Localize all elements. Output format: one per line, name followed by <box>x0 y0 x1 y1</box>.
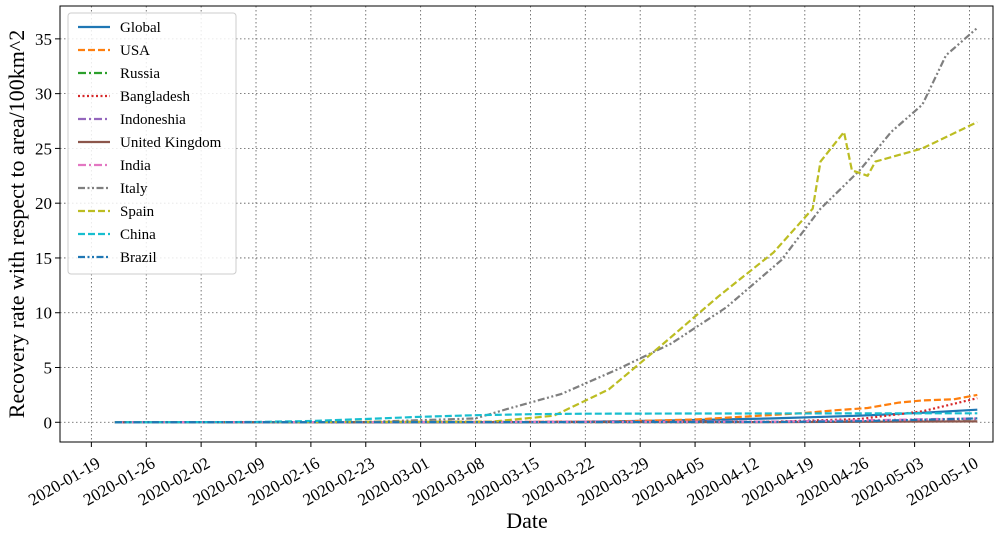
legend-label: Brazil <box>120 250 157 266</box>
y-tick-label: 10 <box>35 304 52 323</box>
y-axis-ticks: 0 5 10 15 20 25 30 35 <box>35 30 60 432</box>
legend-label: Italy <box>120 181 148 197</box>
legend-label: Bangladesh <box>120 89 190 105</box>
legend-label: United Kingdom <box>120 135 222 151</box>
y-tick-label: 5 <box>44 359 53 378</box>
y-tick-label: 35 <box>35 30 52 49</box>
x-axis-label: Date <box>506 508 548 533</box>
legend-label: Indoneshia <box>120 112 186 128</box>
legend-box <box>67 12 237 275</box>
y-tick-label: 25 <box>35 139 52 158</box>
series-line-spain <box>114 121 978 424</box>
legend-label: Global <box>120 20 161 36</box>
y-tick-label: 30 <box>35 85 52 104</box>
legend-label: India <box>120 158 151 174</box>
series-line-usa <box>114 393 978 424</box>
series-line-brazil <box>114 417 978 424</box>
legend-label: Russia <box>120 66 160 82</box>
legend-label: China <box>120 227 156 243</box>
x-axis-ticks: 2020-01-192020-01-262020-02-022020-02-09… <box>25 442 981 510</box>
legend-label: USA <box>120 43 150 59</box>
legend: Global USA Russia Bangladesh Indoneshia Unite… <box>67 12 237 275</box>
y-axis-label: Recovery rate with respect to area/100km… <box>4 30 29 418</box>
series-line-china <box>114 412 978 424</box>
y-tick-label: 15 <box>35 249 52 268</box>
y-tick-label: 0 <box>44 413 53 432</box>
legend-label: Spain <box>120 204 155 220</box>
y-tick-label: 20 <box>35 194 52 213</box>
plot-frame <box>59 5 994 443</box>
series-lines <box>114 27 979 424</box>
